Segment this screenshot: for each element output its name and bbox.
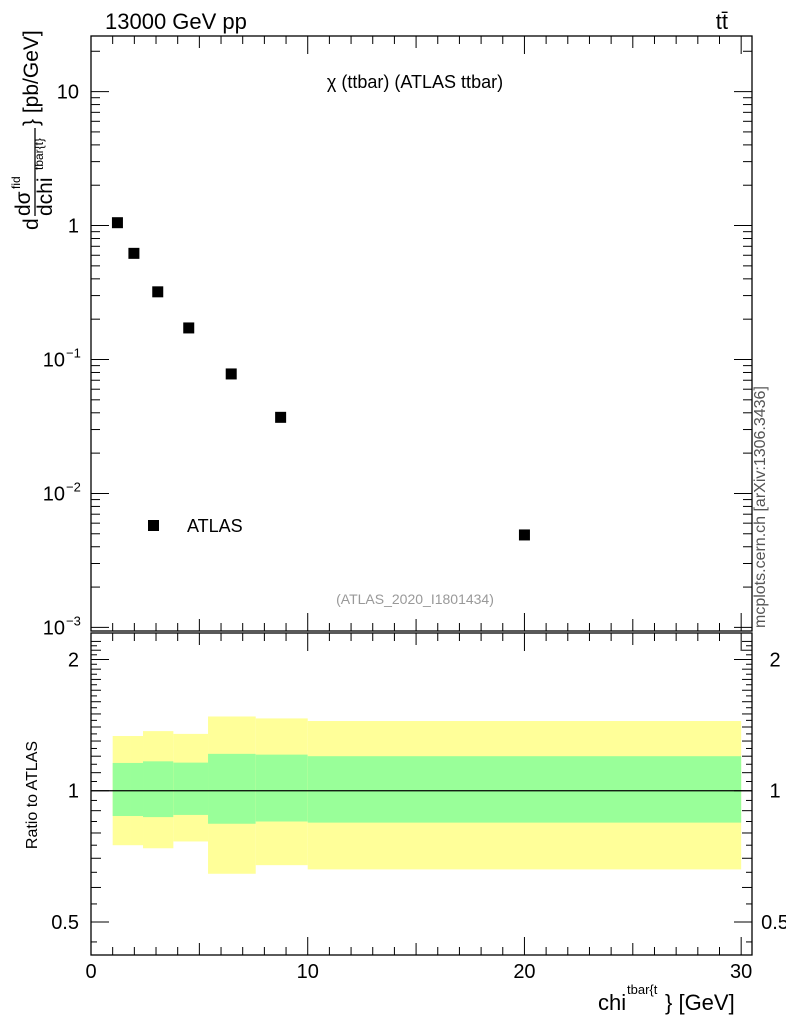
- main-plot-frame: [90, 35, 753, 632]
- data-points: [111, 217, 530, 541]
- ratio-y-axis-label: Ratio to ATLAS: [24, 741, 41, 849]
- data-point: [183, 322, 195, 334]
- main-y-tick-exponent: −1: [66, 345, 81, 360]
- data-point: [225, 368, 237, 380]
- svg-text:fid: fid: [9, 176, 23, 189]
- inner-uncertainty-band: [112, 762, 131, 817]
- ratio-y-tick-label-right: 1: [769, 781, 780, 803]
- data-point: [275, 411, 287, 423]
- legend-label-atlas: ATLAS: [187, 516, 243, 536]
- inner-uncertainty-band: [255, 754, 308, 822]
- main-y-axis-label: d dσ fid dchi tbar{t} } [pb/GeV]: [9, 30, 57, 230]
- svg-text:} [pb/GeV]: } [pb/GeV]: [20, 30, 43, 126]
- ratio-y-tick-label: 1: [68, 781, 79, 803]
- inner-uncertainty-band: [307, 756, 742, 823]
- inner-uncertainty-band: [130, 762, 144, 817]
- main-plot-title: χ (ttbar) (ATLAS ttbar): [327, 72, 503, 92]
- main-y-tick-label: 10: [43, 349, 65, 371]
- ratio-y-tick-label-right: 2: [769, 649, 780, 671]
- svg-text:tbar{t: tbar{t: [627, 982, 658, 997]
- ratio-plot-panel: 0.5 0.5 1 1 2 2 0 10 20 30 Ratio to ATLAS: [24, 36, 786, 983]
- x-axis-label: chi tbar{t } [GeV]: [598, 982, 735, 1015]
- svg-text:dσ: dσ: [12, 191, 35, 216]
- main-y-tick-exponent: −3: [66, 613, 81, 628]
- main-y-tick-label: 1: [68, 216, 79, 238]
- ratio-y-axis: 0.5 0.5 1 1 2 2: [51, 640, 786, 943]
- svg-text:} [GeV]: } [GeV]: [665, 990, 735, 1015]
- uncertainty-bands: [112, 716, 742, 874]
- x-tick-label: 30: [730, 961, 752, 983]
- mcplots-credit: mcplots.cern.ch [arXiv:1306.3436]: [752, 386, 769, 628]
- main-y-tick-label: 10: [57, 82, 79, 104]
- x-tick-label: 10: [297, 961, 319, 983]
- x-tick-label: 20: [513, 961, 535, 983]
- ratio-plot-frame: [90, 632, 753, 956]
- header-energy-label: 13000 GeV pp: [105, 9, 247, 34]
- svg-text:chi: chi: [598, 990, 626, 1015]
- main-y-tick-label: 10: [43, 483, 65, 505]
- data-point: [128, 247, 140, 259]
- svg-text:d: d: [20, 218, 43, 230]
- legend-marker-atlas: [148, 520, 159, 531]
- inner-uncertainty-band: [143, 761, 174, 818]
- inner-uncertainty-band: [173, 762, 209, 815]
- svg-text:dchi: dchi: [34, 177, 57, 216]
- ratio-y-tick-label: 2: [68, 649, 79, 671]
- main-y-tick-exponent: −2: [66, 479, 81, 494]
- main-y-tick-label: 10: [43, 617, 65, 639]
- analysis-id-label: (ATLAS_2020_I1801434): [336, 591, 494, 607]
- inner-uncertainty-band: [208, 753, 256, 824]
- ratio-y-tick-label: 0.5: [51, 912, 79, 934]
- x-axis: 0 10 20 30: [85, 36, 752, 983]
- data-point: [518, 529, 530, 541]
- x-tick-label: 0: [85, 961, 96, 983]
- header-process-label: tt̄: [716, 9, 728, 34]
- ratio-y-tick-label-right: 0.5: [761, 912, 786, 934]
- data-point: [152, 286, 164, 298]
- data-point: [111, 217, 123, 229]
- svg-text:tbar{t}: tbar{t}: [32, 138, 46, 170]
